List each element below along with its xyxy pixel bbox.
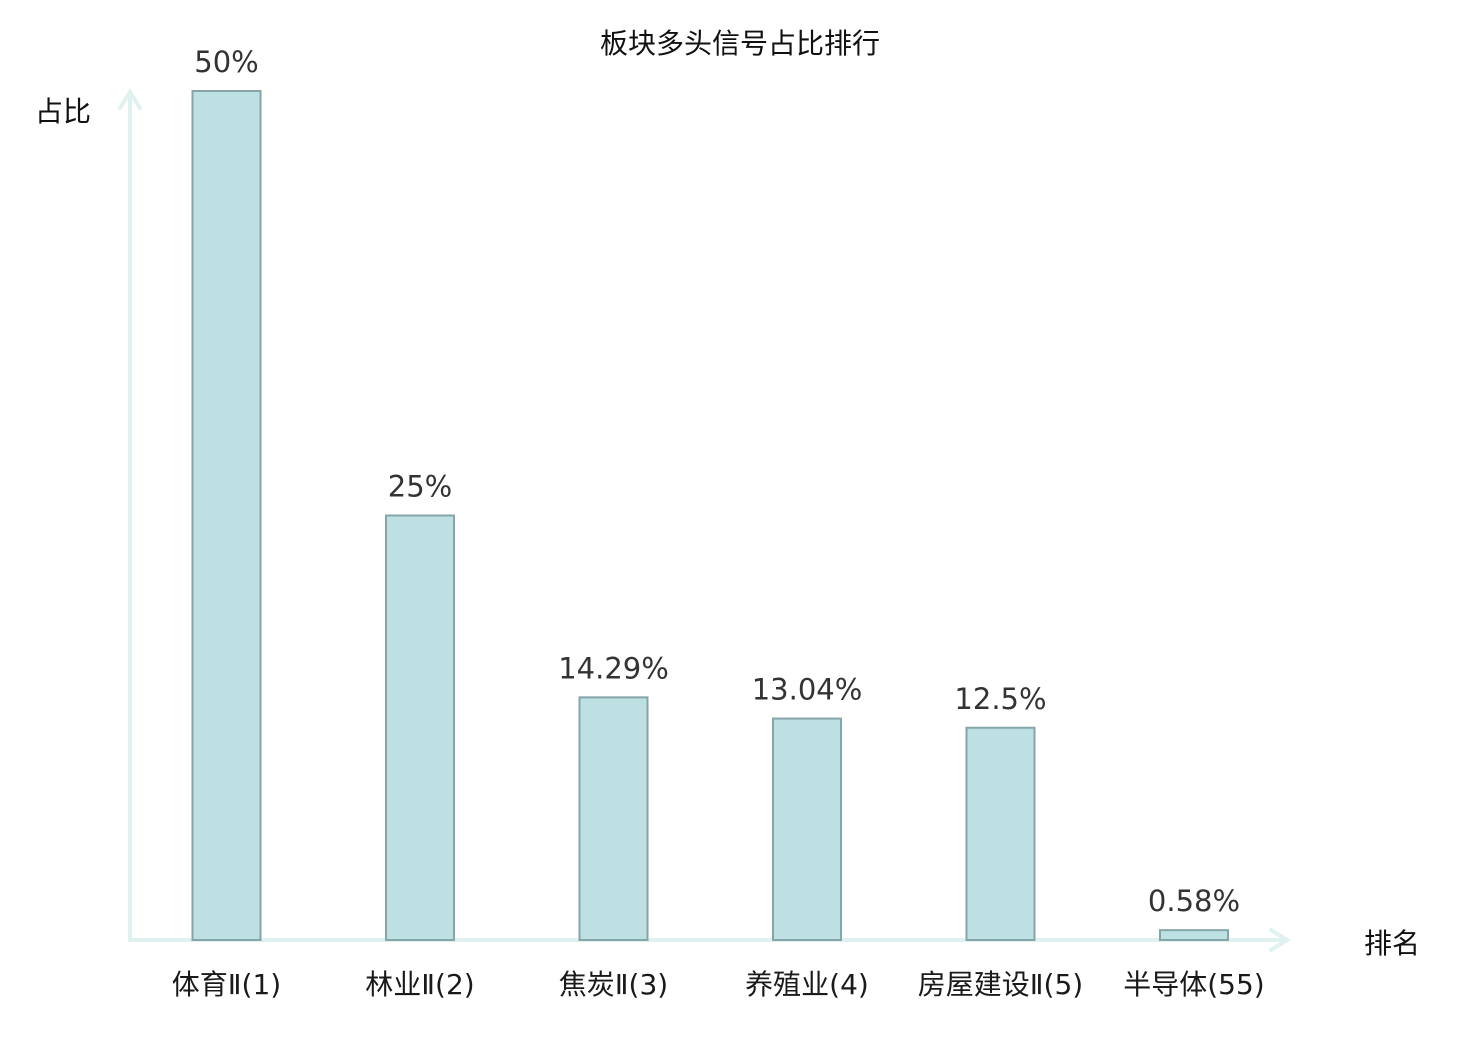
category-label-5: 房屋建设Ⅱ(5) bbox=[918, 968, 1083, 1001]
category-labels-group: 体育Ⅱ(1) 林业Ⅱ(2) 焦炭Ⅱ(3) 养殖业(4) 房屋建设Ⅱ(5) 半导体(55) bbox=[172, 968, 1265, 1001]
category-label-3: 焦炭Ⅱ(3) bbox=[559, 968, 668, 1001]
value-label-3: 14.29% bbox=[558, 651, 669, 685]
y-axis-label: 占比 bbox=[35, 95, 91, 128]
value-label-1: 50% bbox=[194, 45, 258, 79]
bar-5 bbox=[965, 726, 1036, 941]
bar-1 bbox=[191, 90, 262, 941]
bars-group bbox=[191, 90, 1229, 942]
chart-title: 板块多头信号占比排行 bbox=[600, 27, 880, 60]
category-label-6: 半导体(55) bbox=[1123, 968, 1264, 1001]
value-labels-group: 50% 25% 14.29% 13.04% 12.5% 0.58% bbox=[194, 45, 1240, 918]
bar-3 bbox=[578, 696, 649, 941]
value-label-2: 25% bbox=[388, 470, 452, 504]
value-label-4: 13.04% bbox=[752, 673, 863, 707]
category-label-1: 体育Ⅱ(1) bbox=[172, 968, 281, 1001]
bar-6 bbox=[1159, 929, 1229, 942]
x-axis-label: 排名 bbox=[1364, 927, 1420, 960]
x-axis bbox=[128, 928, 1291, 952]
category-label-2: 林业Ⅱ(2) bbox=[365, 968, 474, 1001]
bar-2 bbox=[385, 514, 455, 941]
bar-4 bbox=[772, 717, 842, 942]
value-label-5: 12.5% bbox=[954, 682, 1046, 716]
value-label-6: 0.58% bbox=[1148, 884, 1240, 918]
y-axis bbox=[118, 88, 142, 942]
category-label-4: 养殖业(4) bbox=[745, 968, 869, 1001]
